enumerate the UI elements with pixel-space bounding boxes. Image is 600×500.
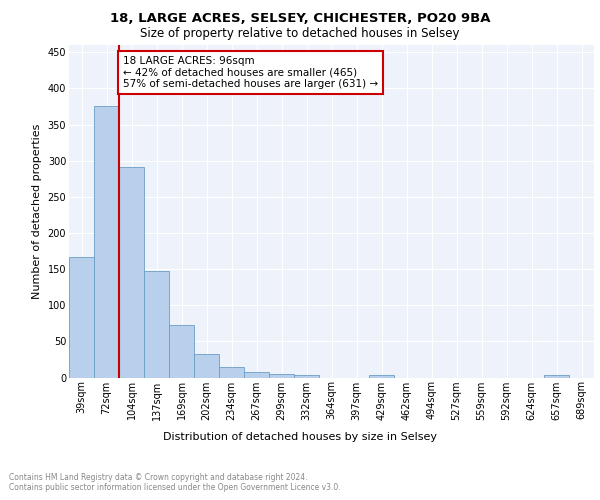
Text: 18, LARGE ACRES, SELSEY, CHICHESTER, PO20 9BA: 18, LARGE ACRES, SELSEY, CHICHESTER, PO2…: [110, 12, 490, 26]
Y-axis label: Number of detached properties: Number of detached properties: [32, 124, 42, 299]
Text: Size of property relative to detached houses in Selsey: Size of property relative to detached ho…: [140, 28, 460, 40]
Bar: [194, 354, 219, 378]
Text: 18 LARGE ACRES: 96sqm
← 42% of detached houses are smaller (465)
57% of semi-det: 18 LARGE ACRES: 96sqm ← 42% of detached …: [123, 56, 378, 89]
Text: Contains HM Land Registry data © Crown copyright and database right 2024.
Contai: Contains HM Land Registry data © Crown c…: [9, 472, 341, 492]
Bar: [94, 106, 119, 378]
Bar: [219, 366, 244, 378]
Bar: [119, 167, 144, 378]
Bar: [544, 376, 569, 378]
Bar: [169, 326, 194, 378]
Bar: [144, 270, 169, 378]
Bar: [269, 374, 294, 378]
Bar: [69, 257, 94, 378]
Bar: [369, 376, 394, 378]
Bar: [294, 376, 319, 378]
Text: Distribution of detached houses by size in Selsey: Distribution of detached houses by size …: [163, 432, 437, 442]
Bar: [244, 372, 269, 378]
